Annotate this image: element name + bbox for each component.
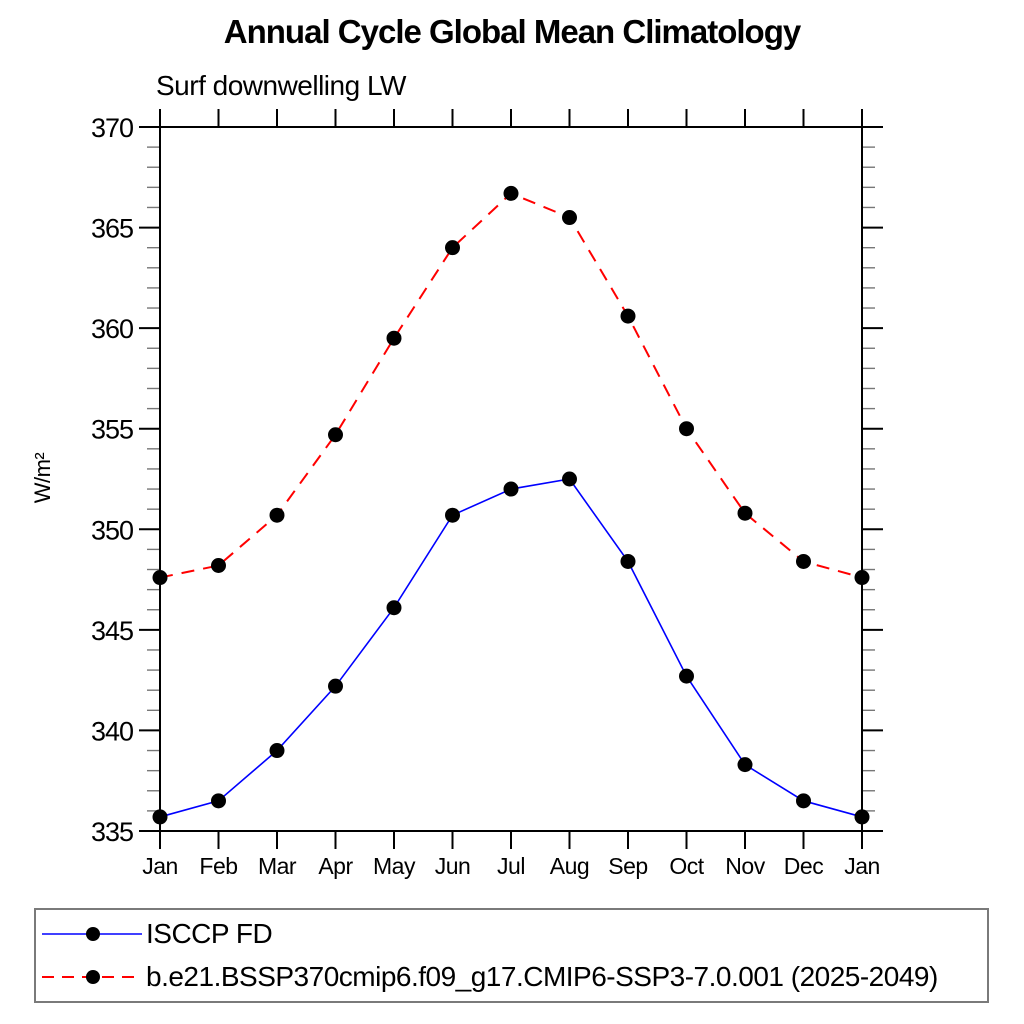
y-tick-label: 335	[91, 817, 133, 847]
data-point-marker	[211, 793, 226, 809]
y-tick-label: 360	[91, 314, 133, 344]
legend: ISCCP FD b.e21.BSSP370cmip6.f09_g17.CMIP6…	[34, 908, 989, 1003]
plot-area: 335 340 345 350 355 360 365 370 Jan Feb Mar Apr May J…	[30, 109, 883, 879]
x-tick-label: Sep	[608, 853, 647, 879]
chart-subtitle: Surf downwelling LW	[156, 70, 406, 101]
series-line-0	[159, 478, 863, 818]
x-tick-label: Jun	[435, 853, 471, 879]
data-point-marker	[211, 557, 226, 573]
y-tick-label: 340	[91, 716, 133, 746]
data-point-marker	[328, 427, 343, 443]
data-point-marker	[796, 553, 811, 569]
legend-line-sample	[42, 926, 142, 941]
x-tick-label: Mar	[258, 853, 297, 879]
data-point-marker	[620, 308, 636, 324]
data-point-marker	[152, 570, 168, 586]
x-tick-label: Oct	[669, 853, 704, 879]
data-point-marker	[679, 421, 694, 437]
y-axis-title: W/m²	[30, 453, 55, 504]
data-point-marker	[386, 330, 402, 346]
data-point-marker	[854, 570, 870, 586]
y-tick-label: 355	[91, 415, 133, 445]
x-tick-label: Dec	[784, 853, 823, 879]
data-point-marker	[269, 507, 285, 523]
series-line-1	[159, 192, 863, 579]
data-point-marker	[445, 240, 460, 256]
y-tick-label: 365	[91, 214, 133, 244]
data-point-marker	[328, 678, 343, 694]
legend-item-1: b.e21.BSSP370cmip6.f09_g17.CMIP6-SSP3-7.…	[40, 957, 987, 997]
data-point-marker	[620, 553, 636, 569]
data-point-marker	[562, 471, 577, 487]
data-point-marker	[269, 743, 285, 759]
x-tick-label: Feb	[199, 853, 237, 879]
y-tick-label: 350	[91, 515, 133, 545]
legend-item-0: ISCCP FD	[40, 914, 987, 954]
data-point-marker	[737, 757, 753, 773]
data-point-marker	[503, 185, 519, 201]
y-tick-label: 370	[91, 113, 133, 143]
data-point-marker	[679, 668, 694, 684]
data-point-marker	[386, 600, 402, 616]
data-point-marker	[445, 507, 460, 523]
axis-frame	[159, 126, 863, 832]
data-point-marker	[854, 809, 870, 825]
x-tick-label: Jul	[497, 853, 525, 879]
x-tick-label: Apr	[318, 853, 353, 879]
data-point-marker	[152, 809, 168, 825]
x-tick-label: Jan	[844, 853, 880, 879]
data-point-marker	[503, 481, 519, 497]
legend-label: ISCCP FD	[146, 917, 273, 949]
legend-marker-icon	[86, 926, 100, 941]
data-point-marker	[796, 793, 811, 809]
x-tick-label: Nov	[725, 853, 765, 879]
data-point-marker	[562, 210, 577, 226]
x-tick-label: Aug	[550, 853, 589, 879]
y-tick-label: 345	[91, 616, 133, 646]
x-tick-label: May	[373, 853, 416, 879]
data-point-marker	[737, 505, 753, 521]
x-tick-label: Jan	[142, 853, 178, 879]
legend-label: b.e21.BSSP370cmip6.f09_g17.CMIP6-SSP3-7.…	[146, 961, 938, 993]
legend-line-sample	[42, 970, 142, 985]
legend-marker-icon	[86, 970, 100, 985]
chart-title: Annual Cycle Global Mean Climatology	[223, 13, 801, 50]
